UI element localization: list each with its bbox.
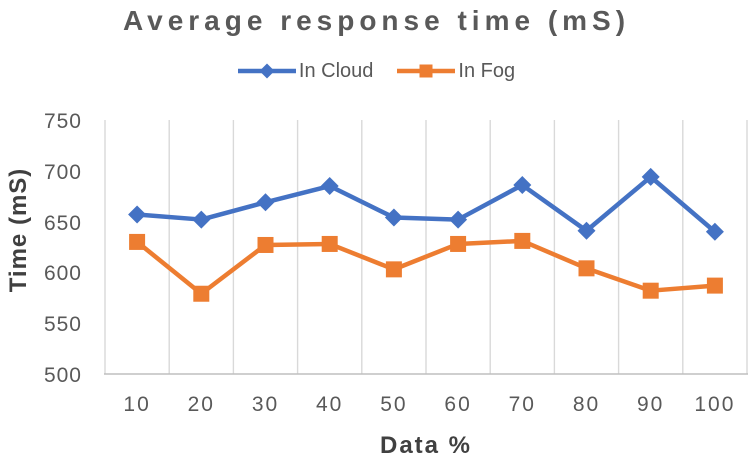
x-tick-label: 100 bbox=[694, 393, 736, 416]
square-marker-icon bbox=[642, 282, 659, 299]
diamond-marker-icon bbox=[641, 167, 660, 186]
diamond-marker-icon bbox=[513, 176, 532, 195]
y-tick-label: 700 bbox=[43, 160, 82, 184]
diamond-marker-icon bbox=[192, 210, 211, 229]
y-tick-label: 550 bbox=[43, 313, 82, 337]
square-marker-icon bbox=[193, 285, 210, 302]
y-tick-label: 650 bbox=[43, 211, 82, 235]
x-tick-label: 60 bbox=[444, 393, 472, 416]
square-marker-icon bbox=[706, 277, 723, 294]
y-axis-title: Time (mS) bbox=[5, 167, 32, 293]
diamond-marker-icon bbox=[259, 63, 275, 79]
legend-square-icon bbox=[397, 64, 456, 78]
x-tick-label: 30 bbox=[251, 393, 280, 416]
square-marker-icon bbox=[385, 261, 402, 278]
series-line-in-cloud bbox=[134, 174, 718, 235]
x-tick-label: 80 bbox=[572, 393, 601, 416]
diamond-marker-icon bbox=[128, 205, 147, 224]
diamond-marker-icon bbox=[705, 222, 724, 241]
x-tick-label: 40 bbox=[316, 393, 344, 416]
chart-title: Average response time (mS) bbox=[122, 5, 631, 36]
legend: In Cloud In Fog bbox=[0, 58, 753, 84]
x-tick-label: 70 bbox=[508, 393, 536, 416]
square-marker-icon bbox=[257, 236, 274, 253]
diamond-marker-icon bbox=[256, 193, 275, 212]
diamond-marker-icon bbox=[384, 208, 403, 227]
series-line-in-fog bbox=[134, 238, 718, 296]
square-marker-icon bbox=[419, 64, 433, 78]
x-tick-label: 50 bbox=[380, 393, 408, 416]
y-tick-label: 750 bbox=[43, 110, 82, 133]
legend-diamond-icon bbox=[237, 63, 296, 79]
square-marker-icon bbox=[514, 232, 531, 249]
square-marker-icon bbox=[321, 235, 338, 252]
diamond-marker-icon bbox=[320, 177, 339, 196]
legend-label: In Fog bbox=[458, 59, 516, 82]
legend-item-in-fog: In Fog bbox=[397, 60, 515, 83]
x-tick-label: 90 bbox=[637, 393, 665, 416]
x-tick-label: 20 bbox=[187, 393, 215, 416]
square-marker-icon bbox=[129, 233, 146, 250]
y-tick-label: 500 bbox=[43, 364, 82, 387]
legend-item-in-cloud: In Cloud bbox=[237, 59, 374, 83]
y-tick-label: 600 bbox=[43, 262, 82, 286]
x-tick-label: 10 bbox=[123, 393, 151, 416]
x-axis-title: Data % bbox=[379, 432, 473, 459]
square-marker-icon bbox=[450, 235, 467, 252]
square-marker-icon bbox=[578, 260, 595, 277]
diamond-marker-icon bbox=[577, 221, 596, 240]
legend-label: In Cloud bbox=[298, 59, 374, 82]
diamond-marker-icon bbox=[449, 210, 468, 229]
